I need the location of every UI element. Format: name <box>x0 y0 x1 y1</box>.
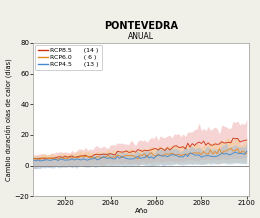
Legend: RCP8.5      (14 ), RCP6.0      ( 6 ), RCP4.5      (13 ): RCP8.5 (14 ), RCP6.0 ( 6 ), RCP4.5 (13 ) <box>35 45 102 70</box>
Text: PONTEVEDRA: PONTEVEDRA <box>104 20 178 31</box>
Text: ANUAL: ANUAL <box>128 32 154 41</box>
X-axis label: Año: Año <box>134 208 148 214</box>
Y-axis label: Cambio duración olas de calor (días): Cambio duración olas de calor (días) <box>4 58 12 181</box>
